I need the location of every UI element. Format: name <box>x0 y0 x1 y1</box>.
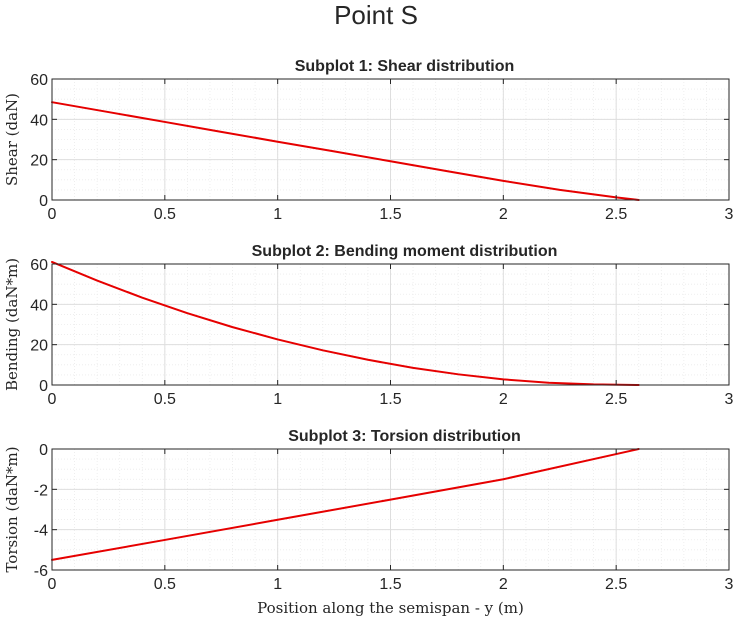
subplot-title: Subplot 3: Torsion distribution <box>288 428 521 445</box>
y-tick-label: 60 <box>30 72 48 89</box>
series-line-1 <box>51 448 640 561</box>
x-tick-label: 1.5 <box>379 206 401 223</box>
subplot-title: Subplot 1: Shear distribution <box>295 58 515 75</box>
x-tick-label: 0 <box>48 391 57 408</box>
y-axis-label: Torsion (daN*m) <box>3 446 21 572</box>
y-tick-label: 20 <box>30 153 48 170</box>
y-axis-label: Bending (daN*m) <box>3 258 21 391</box>
y-tick-label: 60 <box>30 257 48 274</box>
x-tick-label: 1 <box>273 391 282 408</box>
series-line-1 <box>51 101 640 201</box>
x-tick-label: 2.5 <box>605 391 627 408</box>
figure-title: Point S <box>334 0 418 30</box>
x-tick-label: 1.5 <box>379 576 401 593</box>
x-tick-label: 3 <box>725 576 734 593</box>
x-tick-label: 3 <box>725 206 734 223</box>
y-tick-label: -2 <box>34 482 48 499</box>
x-tick-label: 2.5 <box>605 206 627 223</box>
x-tick-label: 0 <box>48 576 57 593</box>
x-tick-label: 1 <box>273 576 282 593</box>
y-tick-label: 40 <box>30 112 48 129</box>
x-tick-label: 2 <box>499 391 508 408</box>
x-tick-label: 2.5 <box>605 576 627 593</box>
subplot-title: Subplot 2: Bending moment distribution <box>252 243 558 260</box>
y-axis-label: Shear (daN) <box>3 93 21 186</box>
x-tick-label: 1 <box>273 206 282 223</box>
x-tick-label: 0.5 <box>154 206 176 223</box>
x-tick-label: 0 <box>48 206 57 223</box>
x-tick-label: 0.5 <box>154 391 176 408</box>
y-tick-label: -4 <box>34 523 48 540</box>
y-tick-label: 0 <box>39 193 48 210</box>
y-tick-label: 0 <box>39 442 48 459</box>
subplot-2: 0 0.5 1 1.5 2 2.5 3 0 20 40 60 Subplot 2: Bending m… <box>3 243 734 408</box>
x-tick-label: 3 <box>725 391 734 408</box>
subplot-1: 0 0.5 1 1.5 2 2.5 3 0 20 40 60 Subplot 1: Shear dis… <box>3 58 734 223</box>
subplot-3: 0 0.5 1 1.5 2 2.5 3 -6 -4 -2 0 Subplot 3: Torsion d… <box>3 428 734 617</box>
x-tick-label: 2 <box>499 206 508 223</box>
y-tick-label: 20 <box>30 338 48 355</box>
y-tick-label: 40 <box>30 297 48 314</box>
y-tick-label: 0 <box>39 378 48 395</box>
x-tick-label: 2 <box>499 576 508 593</box>
x-axis-label: Position along the semispan - y (m) <box>257 599 524 617</box>
series-line-1 <box>51 260 640 386</box>
y-tick-label: -6 <box>34 563 48 580</box>
x-tick-label: 0.5 <box>154 576 176 593</box>
x-tick-label: 1.5 <box>379 391 401 408</box>
